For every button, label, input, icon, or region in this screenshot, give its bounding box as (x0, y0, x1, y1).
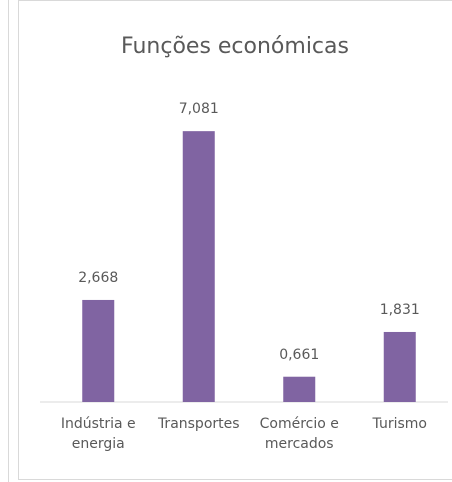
panel-edge (8, 0, 9, 482)
bar (283, 376, 316, 402)
data-label: 7,081 (178, 101, 219, 118)
x-tick-label: Comércio e mercados (259, 416, 339, 452)
chart-title: Funções económicas (121, 34, 349, 59)
x-tick-label: Transportes (157, 416, 240, 432)
bar (182, 131, 215, 403)
bar (383, 331, 416, 402)
chart-panel (18, 0, 452, 480)
data-label: 1,831 (379, 301, 420, 318)
x-tick-label: Turismo (372, 416, 427, 432)
data-label: 0,661 (279, 346, 320, 363)
bar (82, 299, 115, 402)
data-label: 2,668 (78, 269, 119, 286)
x-tick-label: Indústria e energia (60, 416, 136, 452)
